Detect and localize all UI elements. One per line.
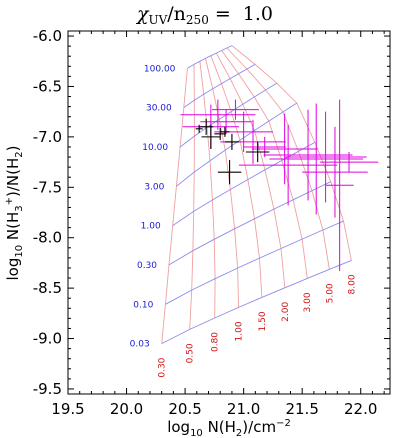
x-title-sup: −2 (276, 418, 291, 429)
plot-frame (67, 30, 391, 395)
y-tick-label-7: -9.5 (33, 380, 62, 398)
y-title-nh2: )/N(H (4, 158, 22, 197)
blue-grid-label: 0.30 (137, 261, 157, 271)
blue-grid-label: 0.10 (133, 300, 153, 310)
y-title-log: log (4, 258, 22, 281)
y-tick-label-0: -6.0 (33, 27, 62, 45)
red-grid-line (231, 45, 352, 261)
red-grid-label: 5.00 (325, 283, 335, 303)
x-title-sub2: 2 (236, 428, 242, 438)
y-tick-label-3: -7.5 (33, 178, 62, 196)
red-grid-label: 0.30 (158, 357, 168, 377)
y-title-close: ) (4, 146, 22, 152)
x-title-nh: N(H (203, 418, 236, 436)
red-grid-line (210, 55, 263, 298)
y-tick-label-1: -6.5 (33, 77, 62, 95)
x-tick-label-2: 20.5 (168, 400, 201, 418)
y-tick-label-2: -7.0 (33, 128, 62, 146)
title-equals: = (209, 3, 231, 25)
y-title-sub10: 10 (14, 245, 25, 258)
blue-grid-line (165, 220, 344, 305)
y-title-sub2: 2 (14, 151, 25, 157)
red-grid-label: 0.80 (211, 332, 221, 352)
x-title-cm: )/cm (242, 418, 276, 436)
title-sub-250: 250 (186, 13, 209, 27)
x-axis-title: log10 N(H2)/cm−2 (167, 418, 291, 438)
black-series (195, 118, 270, 185)
x-tick-label-1: 20.0 (110, 400, 143, 418)
blue-grid-label: 10.00 (142, 143, 168, 153)
red-grid-line (221, 50, 308, 279)
blue-grid-line (161, 259, 352, 345)
title-value: 1.0 (243, 3, 273, 25)
blue-grid-label: 0.03 (130, 340, 150, 350)
x-title-log: log (167, 418, 190, 436)
blue-grid-line (168, 181, 331, 266)
blue-grid-label: 30.00 (146, 104, 172, 114)
y-axis-title: log10 N(H3+)/N(H2) (4, 146, 25, 281)
x-tick-label-3: 21.0 (227, 400, 260, 418)
blue-grid-label: 3.00 (144, 182, 164, 192)
x-tick-label-4: 21.5 (285, 400, 318, 418)
y-tick-label-5: -8.5 (33, 279, 62, 297)
red-grid-label: 1.00 (235, 321, 245, 341)
red-grid-label: 3.00 (303, 292, 313, 312)
red-grid-label: 2.00 (281, 302, 291, 322)
y-title-nh: N(H (4, 212, 22, 245)
grid-labels: 0.03 0.10 0.30 1.00 3.00 10.00 30.00 100.00 0.30… (130, 64, 358, 377)
title-slash-n: /n (167, 3, 186, 25)
y-title-sup: + (4, 197, 15, 205)
title-sub-uv: UV (149, 13, 168, 27)
title-chi: χ (135, 3, 150, 25)
red-grid-lines (161, 45, 352, 344)
red-grid-line (189, 64, 195, 330)
red-grid-line (161, 68, 188, 344)
y-tick-label-6: -9.0 (33, 330, 62, 348)
blue-grid-label: 1.00 (141, 222, 161, 232)
x-axis-ticks: 19.5 20.0 20.5 21.0 21.5 22.0 (51, 31, 385, 418)
y-tick-label-4: -8.0 (33, 229, 62, 247)
red-grid-line (226, 47, 330, 270)
blue-grid-line (179, 82, 278, 148)
red-grid-label: 0.50 (186, 343, 196, 363)
x-title-sub10: 10 (190, 428, 203, 438)
blue-grid-line (183, 64, 256, 108)
blue-grid-line (187, 45, 233, 69)
red-grid-label: 1.50 (258, 311, 268, 331)
red-grid-line (205, 58, 240, 308)
red-grid-line (215, 52, 286, 288)
chart-title: χUV/n250 = 1.0 (135, 3, 273, 27)
blue-grid-label: 100.00 (144, 64, 176, 74)
blue-grid-line (176, 102, 298, 187)
red-grid-line (199, 61, 216, 319)
y-axis-ticks: -6.0 -6.5 -7.0 -7.5 -8.0 -8.5 -9.0 -9.5 (33, 27, 390, 398)
x-tick-label-0: 19.5 (51, 400, 84, 418)
y-title-sub3: 3 (14, 205, 25, 211)
x-tick-label-5: 22.0 (344, 400, 377, 418)
blue-grid-lines (161, 45, 352, 345)
blue-grid-line (172, 142, 316, 226)
red-grid-label: 8.00 (347, 274, 357, 294)
